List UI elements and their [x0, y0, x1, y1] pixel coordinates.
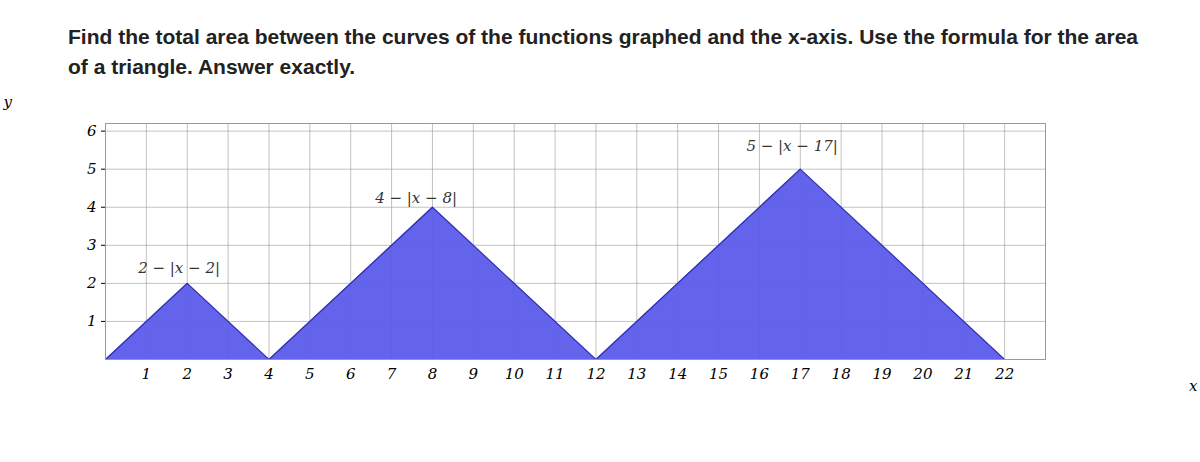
svg-text:8: 8	[428, 365, 438, 383]
svg-text:20: 20	[912, 365, 933, 383]
svg-text:5: 5	[87, 160, 97, 178]
svg-text:5 − |x − 17|: 5 − |x − 17|	[746, 137, 837, 155]
svg-text:6: 6	[346, 365, 356, 383]
svg-text:18: 18	[832, 365, 851, 383]
svg-text:13: 13	[627, 365, 646, 383]
svg-text:2: 2	[86, 274, 97, 292]
svg-text:3: 3	[223, 365, 233, 383]
svg-text:22: 22	[994, 365, 1014, 383]
svg-text:14: 14	[668, 365, 687, 383]
svg-text:19: 19	[872, 365, 892, 383]
html-text:Find the total area between th: Find the total area between the curves o…	[68, 25, 1138, 79]
svg-text:15: 15	[709, 365, 728, 383]
svg-text:1: 1	[142, 365, 152, 383]
svg-text:1: 1	[87, 312, 97, 330]
svg-text:7: 7	[387, 365, 397, 383]
svg-text:4: 4	[263, 365, 274, 383]
svg-text:3: 3	[87, 236, 97, 254]
svg-text:6: 6	[87, 122, 97, 140]
svg-text:2: 2	[181, 365, 192, 383]
svg-text:x: x	[1189, 376, 1198, 393]
svg-text:12: 12	[586, 365, 605, 383]
svg-text:4: 4	[86, 198, 97, 216]
svg-text:5: 5	[305, 365, 315, 383]
svg-text:11: 11	[546, 365, 565, 383]
svg-text:10: 10	[505, 365, 525, 383]
svg-text:4 − |x − 8|: 4 − |x − 8|	[374, 188, 457, 206]
svg-text:21: 21	[953, 365, 973, 383]
svg-text:9: 9	[469, 365, 479, 383]
svg-text:17: 17	[791, 365, 811, 383]
svg-text:y: y	[3, 93, 13, 111]
svg-text:16: 16	[750, 365, 770, 383]
svg-text:2 − |x − 2|: 2 − |x − 2|	[137, 259, 220, 277]
